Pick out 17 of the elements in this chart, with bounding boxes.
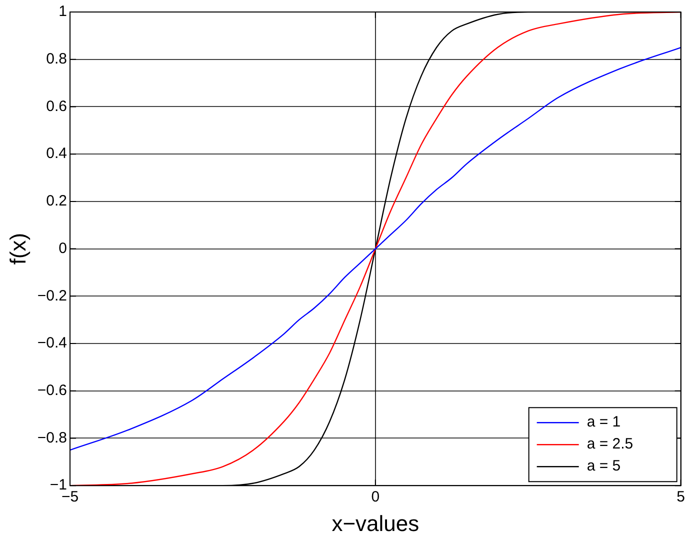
y-axis-title: f(x) [5, 232, 30, 265]
y-tick-label: 0.6 [46, 98, 68, 115]
y-tick-label: −0.6 [37, 382, 68, 400]
x-axis-title: x−values [332, 510, 420, 536]
y-tick-label: 0.8 [46, 50, 68, 68]
y-tick-label: −0.8 [37, 429, 68, 446]
y-tick-label: 0.4 [46, 145, 68, 162]
x-tick-label: 5 [676, 488, 685, 506]
legend-label: a = 5 [586, 458, 621, 475]
y-tick-label: −0.2 [37, 287, 68, 304]
y-tick-label: 1 [58, 3, 68, 20]
x-tick-label: 0 [371, 488, 380, 506]
legend-label: a = 1 [586, 414, 621, 431]
y-tick-label: −0.4 [37, 334, 68, 352]
y-tick-label: 0 [58, 240, 68, 257]
legend-label: a = 2.5 [586, 436, 634, 453]
y-tick-label: 0.2 [46, 192, 68, 210]
